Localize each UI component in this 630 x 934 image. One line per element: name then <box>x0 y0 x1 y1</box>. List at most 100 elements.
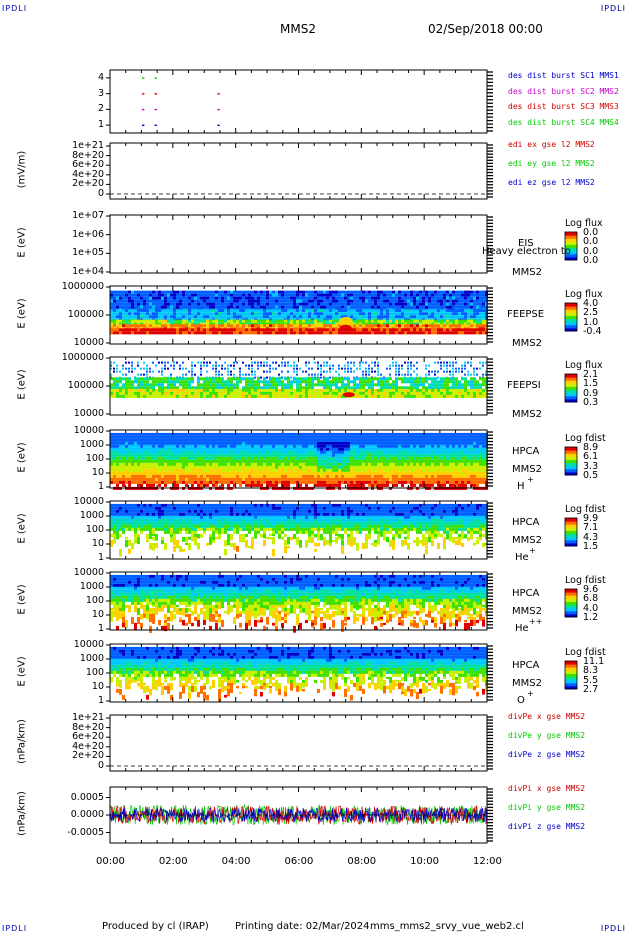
eis-ytick-label: 1e+06 <box>72 228 104 240</box>
hpca_h-ytick-label: 1 <box>97 481 104 492</box>
divpi-ytitle: (nPa/km) <box>16 791 28 836</box>
x-tick-label: 04:00 <box>221 856 251 867</box>
hpca_o-colorbar-tick: 5.5 <box>583 674 599 686</box>
edi-frame <box>109 142 493 200</box>
footer-script: mms_mms2_srvy_vue_web2.cl <box>370 921 524 932</box>
hpca_h-colorbar <box>564 446 578 476</box>
spacecraft-label: MMS2 <box>512 267 542 278</box>
divpi-ytick-label: -0.0005 <box>67 826 104 838</box>
divpe-ytick-label: 6e+20 <box>72 731 104 743</box>
divpi-frame <box>109 786 493 844</box>
divpe-ytick-label: 8e+20 <box>72 721 104 733</box>
burst-mark <box>217 108 220 111</box>
eis-colorbar <box>564 231 578 261</box>
burst-mark <box>154 93 157 95</box>
eis-colorbar-tick: 0.0 <box>583 245 599 257</box>
feepse-colorbar-tick: -0.4 <box>583 326 602 337</box>
feepsi-ytick-label: 10000 <box>73 408 104 419</box>
eis-ytitle: E (eV) <box>16 227 28 258</box>
burst-mark <box>154 124 157 127</box>
hpca_o-frame <box>109 643 493 703</box>
eis-ytick-label: 1e+07 <box>72 210 104 221</box>
feepse-colorbar-tick: 1.0 <box>583 316 599 328</box>
hpca_o-colorbar-tick: 8.3 <box>583 665 599 677</box>
hpca_hepp-panel <box>110 574 488 633</box>
hpca_hepp-ytitle: E (eV) <box>16 584 28 615</box>
hpca_h-ytick-label: 10 <box>91 467 104 478</box>
feepsi-ytick-label: 1000000 <box>61 352 104 363</box>
feepsi-ytitle: E (eV) <box>16 369 28 400</box>
hpca_h-colorbar-tick: 6.1 <box>583 451 599 463</box>
feepsi-panel <box>110 361 488 398</box>
feepsi-frame <box>109 356 493 416</box>
species-charge-label: ++ <box>529 617 543 626</box>
x-tick-label: 00:00 <box>96 856 125 867</box>
divpi-panel <box>109 803 487 827</box>
eis-ytick-label: 1e+04 <box>72 266 104 277</box>
edi-ytick-label: 0 <box>97 188 104 199</box>
burst-mark <box>217 93 220 95</box>
burst-legend-entry: des dist burst SC4 MMS4 <box>508 118 619 128</box>
divpi-ytick-label: 0.0000 <box>70 809 104 820</box>
hpca_hepp-ytick-label: 1 <box>97 623 104 634</box>
hpca_h-ytick-label: 100 <box>85 453 104 464</box>
instrument-label: FEEPSE <box>507 309 545 320</box>
species-label: He <box>515 623 529 634</box>
hpca_h-colorbar-tick: 3.3 <box>583 460 599 472</box>
edi-legend-entry: edi ey gse l2 MMS2 <box>508 159 595 168</box>
divpi-ytick-label: 0.0005 <box>70 791 104 803</box>
corner-label: IPDLI <box>2 4 28 13</box>
eis-colorbar-title: Log flux <box>565 218 603 229</box>
corner-label: IPDLI <box>600 924 626 933</box>
x-tick-label: 02:00 <box>158 856 188 867</box>
hpca_h-frame <box>109 429 493 489</box>
eis-frame <box>109 214 493 274</box>
divpe-legend-entry: divPe y gse MMS2 <box>508 731 586 740</box>
hpca_he-ytick-label: 1 <box>97 552 104 563</box>
divpe-ytick-label: 4e+20 <box>72 740 104 752</box>
hpca_hepp-colorbar-tick: 1.2 <box>583 612 599 623</box>
hpca_hepp-colorbar <box>564 588 578 618</box>
hpca_o-panel <box>110 646 488 702</box>
burst-mark <box>154 108 157 111</box>
eis-colorbar-tick: 0.0 <box>583 255 599 266</box>
edi-legend-entry: edi ez gse l2 MMS2 <box>508 177 595 187</box>
hpca_hepp-ytick-label: 1000 <box>79 581 104 592</box>
hpca_he-colorbar <box>564 517 578 547</box>
species-label: H <box>517 481 525 492</box>
hpca_he-colorbar-tick: 4.3 <box>583 531 599 543</box>
instrument-label: HPCA <box>512 660 540 671</box>
hpca_h-ytitle: E (eV) <box>16 442 28 473</box>
hpca_he-ytick-label: 10000 <box>73 496 104 507</box>
feepsi-ytick-label: 100000 <box>67 380 104 391</box>
instrument-label: FEEPSI <box>507 380 541 391</box>
burst-mark <box>217 124 220 127</box>
spacecraft-label: MMS2 <box>512 535 542 546</box>
burst-frame <box>109 69 493 134</box>
hpca_he-ytitle: E (eV) <box>16 513 28 544</box>
eis-colorbar-tick: 0.0 <box>583 236 599 248</box>
hpca_o-ytick-label: 10000 <box>73 639 104 650</box>
hpca_he-colorbar-tick: 1.5 <box>583 541 599 552</box>
species-charge-label: + <box>527 689 534 698</box>
corner-label: IPDLI <box>2 924 28 933</box>
edi-ytick-label: 4e+20 <box>72 168 104 180</box>
hpca_h-colorbar-title: Log fdist <box>565 433 606 444</box>
edi-ytick-label: 2e+20 <box>72 178 104 190</box>
instrument-label: HPCA <box>512 517 540 528</box>
burst-mark <box>141 77 145 79</box>
divpe-ytick-label: 0 <box>97 760 104 771</box>
hpca_hepp-colorbar-tick: 9.6 <box>583 584 599 595</box>
divpe-legend-entry: divPe z gse MMS2 <box>508 749 586 759</box>
burst-legend-entry: des dist burst SC2 MMS2 <box>508 86 619 96</box>
instrument-label: Heavy electron to <box>482 246 571 257</box>
hpca_o-ytick-label: 10 <box>91 681 104 692</box>
edi-ytitle: (mV/m) <box>16 150 28 189</box>
x-tick-label: 06:00 <box>284 856 314 867</box>
feepse-frame <box>109 285 493 345</box>
hpca_he-ytick-label: 10 <box>91 538 104 549</box>
hpca_hepp-ytick-label: 10000 <box>73 567 104 578</box>
burst-legend-entry: des dist burst SC3 MMS3 <box>508 102 619 112</box>
divpe-legend-entry: divPe x gse MMS2 <box>508 712 586 722</box>
